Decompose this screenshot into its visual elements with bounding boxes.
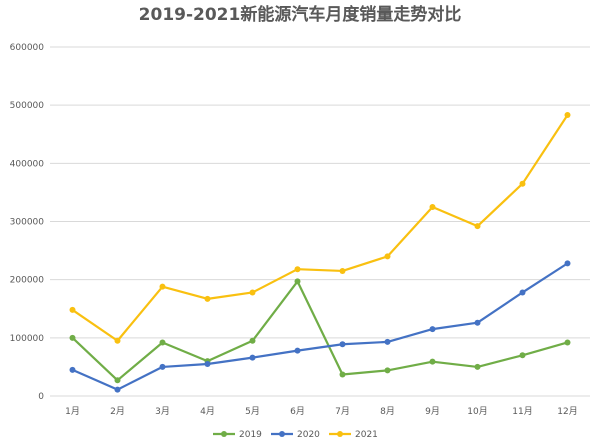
legend: 2019 2020 2021 <box>213 430 378 440</box>
x-tick-label: 2月 <box>110 406 125 417</box>
legend-label: 2019 <box>239 430 262 440</box>
data-point <box>339 371 346 378</box>
data-point <box>69 306 76 313</box>
data-point <box>384 338 391 345</box>
y-tick-label: 300000 <box>10 218 45 228</box>
data-point <box>474 319 481 326</box>
data-point <box>294 347 301 354</box>
data-point <box>159 283 166 290</box>
x-tick-label: 10月 <box>467 406 487 417</box>
data-point <box>114 337 121 344</box>
data-point <box>519 180 526 187</box>
data-point <box>204 295 211 302</box>
series-2020 <box>69 260 571 393</box>
x-tick-label: 1月 <box>65 406 80 417</box>
data-point <box>159 363 166 370</box>
legend-swatch-marker <box>337 431 343 437</box>
data-point <box>564 112 571 119</box>
data-point <box>204 361 211 368</box>
series-lines <box>69 112 571 393</box>
chart-title: 2019-2021新能源汽车月度销量走势对比 <box>139 4 462 25</box>
data-point <box>294 278 301 285</box>
legend-swatch-marker <box>279 431 285 437</box>
gridlines <box>50 46 590 397</box>
data-point <box>429 358 436 365</box>
y-tick-label: 600000 <box>10 43 45 53</box>
data-point <box>564 339 571 346</box>
y-axis-tick-labels: 0 100000 200000 300000 400000 500000 600000 <box>10 43 45 402</box>
series-line <box>71 114 569 342</box>
x-axis-tick-labels: 1月 2月 3月 4月 5月 6月 7月 8月 9月 10月 11月 12月 <box>65 406 578 417</box>
y-tick-label: 100000 <box>10 334 45 344</box>
y-tick-label: 200000 <box>10 276 45 286</box>
legend-swatch-marker <box>221 431 227 437</box>
data-point <box>249 337 256 344</box>
data-point <box>114 386 121 393</box>
series-2021 <box>69 112 571 344</box>
data-point <box>474 223 481 230</box>
x-tick-label: 5月 <box>245 406 260 417</box>
legend-label: 2020 <box>297 430 320 440</box>
x-tick-label: 7月 <box>335 406 350 417</box>
data-point <box>114 377 121 384</box>
data-point <box>474 363 481 370</box>
data-point <box>339 267 346 274</box>
y-tick-label: 0 <box>38 392 44 402</box>
legend-item: 2019 <box>213 430 262 440</box>
legend-item: 2020 <box>271 430 320 440</box>
y-tick-label: 500000 <box>10 101 45 111</box>
x-tick-label: 9月 <box>425 406 440 417</box>
x-tick-label: 3月 <box>155 406 170 417</box>
series-2019 <box>69 278 571 384</box>
y-tick-label: 400000 <box>10 159 45 169</box>
data-point <box>249 354 256 361</box>
data-point <box>564 260 571 267</box>
legend-item: 2021 <box>329 430 378 440</box>
x-tick-label: 4月 <box>200 406 215 417</box>
data-point <box>69 366 76 373</box>
series-line <box>72 262 569 391</box>
data-point <box>429 203 436 210</box>
data-point <box>339 341 346 348</box>
x-tick-label: 11月 <box>512 406 532 417</box>
x-tick-label: 8月 <box>380 406 395 417</box>
data-point <box>519 289 526 296</box>
series-line <box>71 280 568 382</box>
data-point <box>384 367 391 374</box>
x-tick-label: 12月 <box>557 406 577 417</box>
x-tick-label: 6月 <box>290 406 305 417</box>
data-point <box>159 339 166 346</box>
data-point <box>249 289 256 296</box>
data-point <box>429 326 436 333</box>
legend-label: 2021 <box>355 430 378 440</box>
data-point <box>519 352 526 359</box>
data-point <box>294 266 301 273</box>
data-point <box>384 253 391 260</box>
data-point <box>69 334 76 341</box>
